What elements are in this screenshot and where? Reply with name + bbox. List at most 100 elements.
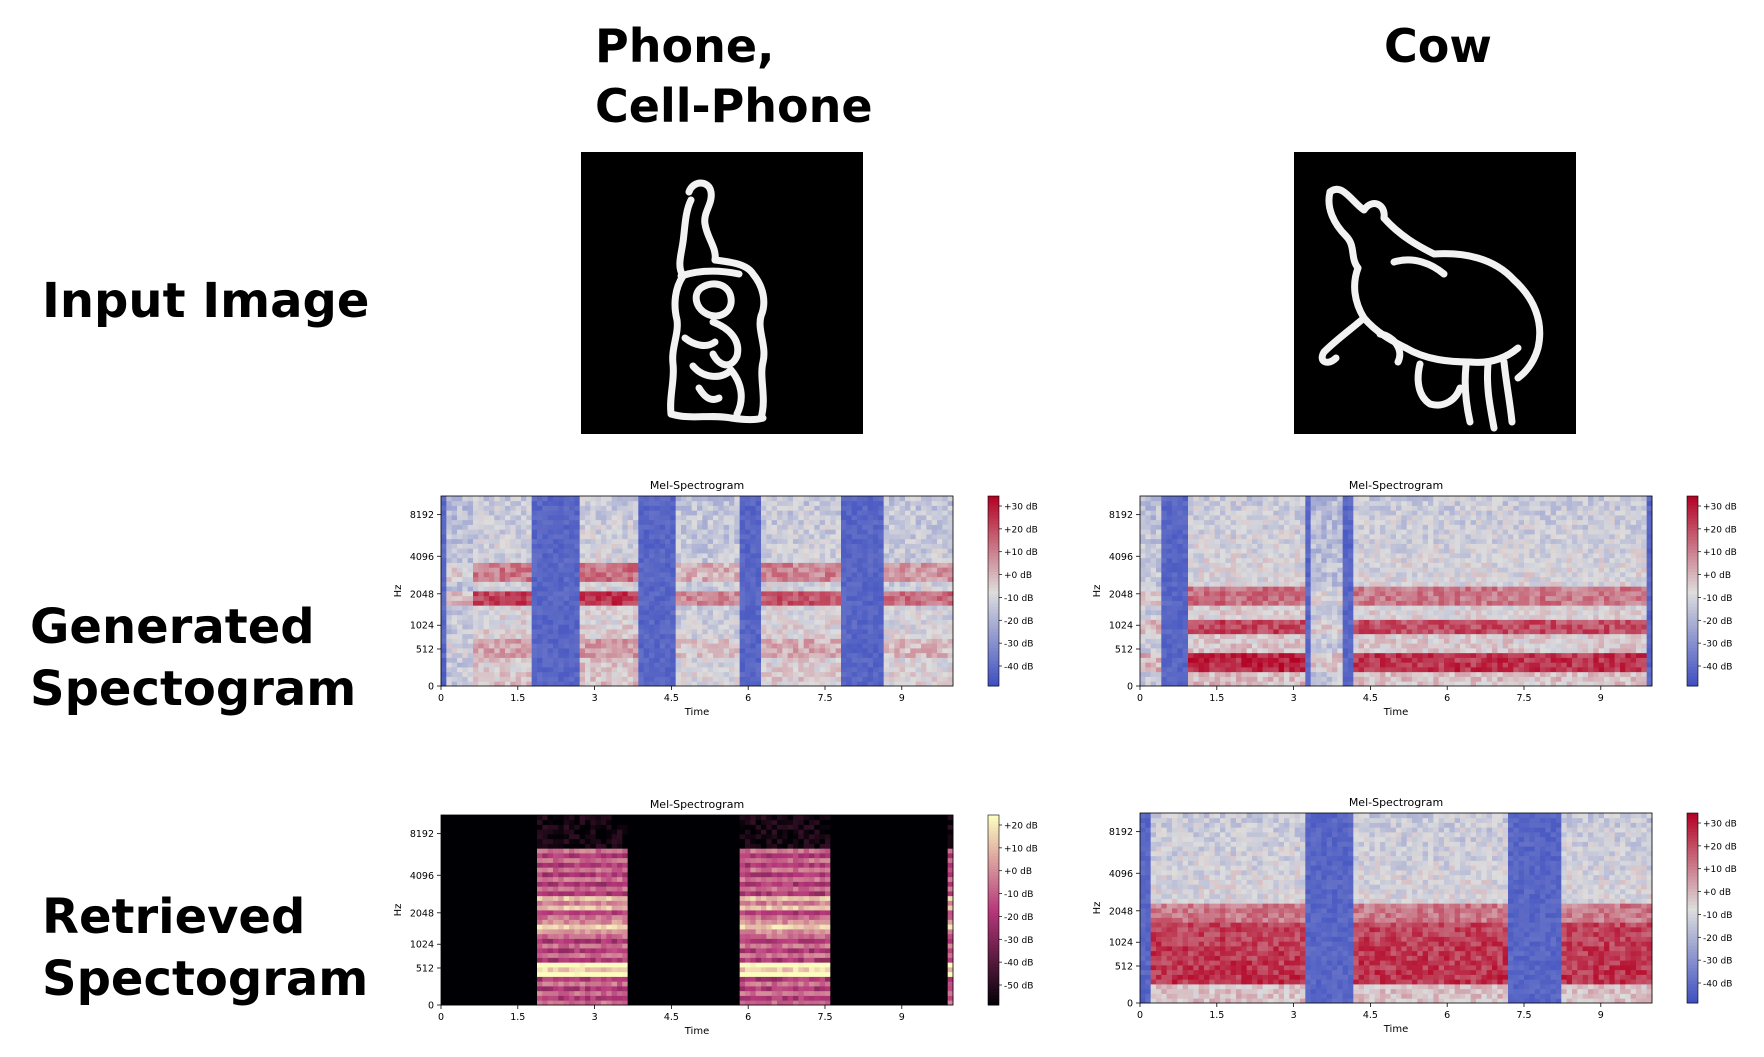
heatmap-cell	[905, 586, 911, 592]
heatmap-cell	[483, 671, 490, 677]
heatmap-cell	[686, 529, 693, 535]
heatmap-cell	[926, 557, 933, 563]
heatmap-cell	[851, 576, 858, 582]
heatmap-cell	[574, 662, 581, 668]
heatmap-cell	[867, 633, 874, 639]
heatmap-cell	[681, 610, 687, 616]
heatmap-cell	[942, 505, 949, 511]
heatmap-cell	[739, 496, 746, 502]
heatmap-cell	[846, 643, 853, 649]
heatmap-cell	[729, 572, 735, 578]
heatmap-cell	[665, 538, 671, 544]
heatmap-cell	[563, 595, 570, 601]
heatmap-cell	[627, 567, 634, 573]
heatmap-cell	[1220, 595, 1226, 601]
heatmap-cell	[697, 529, 703, 535]
heatmap-cell	[777, 586, 783, 592]
heatmap-cell	[478, 667, 485, 673]
heatmap-cell	[574, 605, 581, 611]
heatmap-cell	[521, 681, 527, 687]
heatmap-cell	[1225, 591, 1232, 597]
heatmap-cell	[441, 638, 447, 644]
heatmap-cell	[937, 534, 943, 540]
heatmap-cell	[883, 524, 890, 530]
heatmap-cell	[830, 619, 837, 625]
heatmap-cell	[883, 534, 890, 540]
heatmap-cell	[601, 657, 607, 663]
heatmap-cell	[1177, 576, 1184, 582]
heatmap-cell	[729, 515, 735, 521]
heatmap-cell	[531, 548, 538, 554]
heatmap-cell	[1161, 562, 1168, 568]
heatmap-cell	[793, 667, 799, 673]
heatmap-cell	[590, 624, 597, 630]
heatmap-cell	[809, 591, 815, 597]
heatmap-cell	[723, 567, 730, 573]
heatmap-cell	[713, 586, 719, 592]
heatmap-cell	[1252, 529, 1258, 535]
heatmap-cell	[659, 671, 666, 677]
heatmap-cell	[905, 548, 911, 554]
heatmap-cell	[606, 591, 613, 597]
heatmap-cell	[835, 581, 842, 587]
heatmap-cell	[670, 629, 677, 635]
heatmap-cell	[521, 619, 527, 625]
heatmap-cell	[547, 652, 554, 658]
heatmap-cell	[702, 662, 709, 668]
heatmap-cell	[638, 643, 645, 649]
heatmap-cell	[553, 648, 559, 654]
heatmap-cell	[1236, 557, 1242, 563]
heatmap-cell	[723, 657, 730, 663]
heatmap-cell	[851, 643, 858, 649]
heatmap-cell	[937, 667, 943, 673]
heatmap-cell	[702, 567, 709, 573]
colorbar-step	[988, 530, 999, 535]
heatmap-cell	[1273, 553, 1280, 559]
heatmap-cell	[633, 643, 639, 649]
heatmap-cell	[819, 662, 826, 668]
heatmap-cell	[643, 638, 650, 644]
heatmap-cell	[649, 614, 655, 620]
heatmap-cell	[510, 648, 517, 654]
heatmap-cell	[1172, 510, 1178, 516]
heatmap-cell	[526, 581, 533, 587]
heatmap-cell	[931, 576, 938, 582]
heatmap-cell	[670, 643, 677, 649]
heatmap-cell	[1262, 643, 1269, 649]
heatmap-cell	[777, 567, 783, 573]
heatmap-cell	[1172, 676, 1178, 682]
heatmap-cell	[798, 633, 805, 639]
heatmap-cell	[686, 510, 693, 516]
heatmap-cell	[825, 500, 831, 506]
heatmap-cell	[478, 505, 485, 511]
x-tick-label: 3	[592, 693, 598, 704]
heatmap-cell	[670, 652, 677, 658]
heatmap-cell	[670, 534, 677, 540]
heatmap-cell	[686, 648, 693, 654]
heatmap-cell	[1230, 534, 1237, 540]
heatmap-cell	[1166, 652, 1173, 658]
heatmap-cell	[835, 671, 842, 677]
heatmap-cell	[761, 586, 767, 592]
heatmap-cell	[745, 595, 751, 601]
heatmap-cell	[649, 629, 655, 635]
heatmap-cell	[521, 538, 527, 544]
heatmap-cell	[761, 657, 767, 663]
heatmap-cell	[841, 624, 847, 630]
heatmap-cell	[569, 557, 575, 563]
heatmap-cell	[526, 629, 533, 635]
heatmap-cell	[718, 610, 725, 616]
colorbar-step	[988, 568, 999, 573]
heatmap-cell	[739, 505, 746, 511]
heatmap-cell	[819, 500, 826, 506]
heatmap-cell	[526, 633, 533, 639]
heatmap-cell	[745, 600, 751, 606]
heatmap-cell	[659, 586, 666, 592]
heatmap-cell	[441, 591, 447, 597]
heatmap-cell	[1220, 643, 1226, 649]
heatmap-cell	[1220, 600, 1226, 606]
heatmap-cell	[633, 534, 639, 540]
heatmap-cell	[782, 586, 789, 592]
heatmap-cell	[478, 605, 485, 611]
heatmap-cell	[942, 681, 949, 687]
